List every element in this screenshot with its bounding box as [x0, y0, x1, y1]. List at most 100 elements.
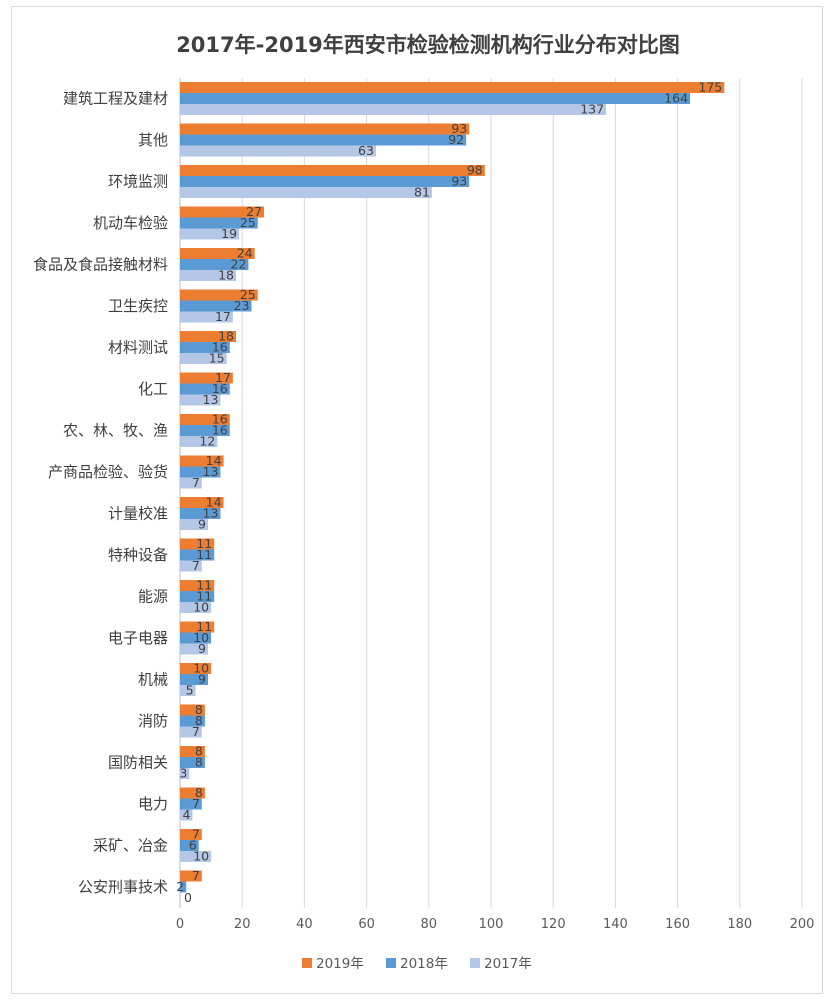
bar [180, 289, 258, 301]
data-label: 4 [182, 807, 190, 822]
data-label: 81 [414, 185, 430, 200]
data-label: 2 [176, 879, 184, 894]
bar [180, 477, 202, 489]
bar [180, 259, 249, 270]
bar [180, 176, 470, 187]
bar [180, 436, 218, 447]
category-label: 其他 [138, 131, 168, 149]
x-tick-label: 80 [421, 917, 438, 932]
data-label: 98 [467, 163, 483, 178]
data-label: 8 [195, 755, 203, 770]
data-label: 16 [212, 423, 228, 438]
data-label: 19 [221, 226, 237, 241]
category-label: 食品及食品接触材料 [33, 256, 168, 274]
x-tick-label: 160 [665, 917, 690, 932]
data-label: 18 [218, 329, 234, 344]
data-label: 14 [206, 453, 222, 468]
bar [180, 466, 221, 478]
legend: 2019年 2018年 2017年 [302, 956, 532, 972]
category-label: 环境监测 [108, 173, 168, 191]
data-label: 17 [215, 309, 231, 324]
category-label: 机械 [138, 671, 168, 689]
bar [180, 674, 208, 685]
data-label: 5 [186, 683, 194, 698]
category-label: 材料测试 [108, 339, 168, 357]
data-label: 6 [189, 838, 197, 853]
data-label: 23 [234, 298, 250, 313]
x-tick-label: 180 [727, 917, 752, 932]
bar [180, 829, 202, 840]
bar [180, 538, 215, 550]
data-label: 14 [206, 495, 222, 510]
legend-label: 2018年 [400, 956, 448, 972]
bar [180, 591, 215, 602]
data-labels: 1751641379392639893812725192422182523171… [176, 80, 722, 906]
data-label: 13 [203, 392, 219, 407]
x-tick-label: 200 [790, 917, 815, 932]
bar [180, 881, 187, 893]
data-label: 8 [195, 785, 203, 800]
data-label: 16 [212, 381, 228, 396]
data-label: 11 [196, 589, 212, 604]
legend-label: 2019年 [316, 956, 364, 972]
x-tick-label: 100 [479, 917, 504, 932]
legend-swatch [386, 958, 396, 968]
category-label: 卫生疾控 [108, 297, 168, 315]
bar [180, 870, 202, 882]
bar [180, 331, 236, 342]
bar [180, 353, 227, 364]
data-label: 7 [192, 475, 200, 490]
bar [180, 104, 607, 115]
bar [180, 228, 240, 240]
bar [180, 145, 376, 157]
data-label: 63 [358, 143, 374, 158]
data-label: 9 [198, 517, 206, 532]
data-label: 10 [193, 600, 209, 615]
bar [180, 123, 470, 135]
data-label: 8 [195, 713, 203, 728]
legend-swatch [302, 958, 312, 968]
data-label: 137 [580, 102, 604, 117]
bar [180, 715, 205, 727]
x-tick-label: 60 [358, 917, 375, 932]
data-label: 11 [196, 536, 212, 551]
data-label: 11 [196, 578, 212, 593]
bar [180, 787, 205, 799]
data-label: 13 [203, 464, 219, 479]
legend-swatch [470, 958, 480, 968]
data-label: 9 [198, 641, 206, 656]
bar [180, 519, 208, 530]
category-label: 农、林、牧、渔 [63, 422, 168, 440]
category-labels: 建筑工程及建材其他环境监测机动车检验食品及食品接触材料卫生疾控材料测试化工农、林… [33, 90, 168, 897]
bar [180, 757, 205, 768]
data-label: 3 [179, 766, 187, 781]
bar [180, 206, 264, 218]
category-label: 国防相关 [108, 754, 168, 772]
data-label: 10 [193, 849, 209, 864]
x-tick-labels: 0 20 40 60 80 100 120 140 160 180 200 [176, 917, 815, 932]
bar [180, 663, 212, 674]
bar [180, 809, 193, 821]
x-tick-label: 120 [541, 917, 566, 932]
category-label: 化工 [138, 380, 168, 398]
bar [180, 270, 236, 281]
bar [180, 580, 215, 591]
bar [180, 726, 202, 738]
data-label: 12 [199, 434, 215, 449]
legend-label: 2017年 [484, 956, 532, 972]
bar [180, 497, 224, 508]
bar [180, 414, 230, 425]
bar [180, 300, 252, 312]
data-label: 7 [192, 724, 200, 739]
bar [180, 602, 212, 613]
data-label: 10 [193, 661, 209, 676]
data-label: 11 [196, 547, 212, 562]
x-tick-label: 20 [234, 917, 251, 932]
bar [180, 372, 233, 384]
data-label: 0 [184, 890, 192, 905]
bar [180, 643, 208, 655]
data-label: 15 [209, 351, 225, 366]
category-label: 电子电器 [108, 629, 168, 647]
bar [180, 394, 221, 406]
